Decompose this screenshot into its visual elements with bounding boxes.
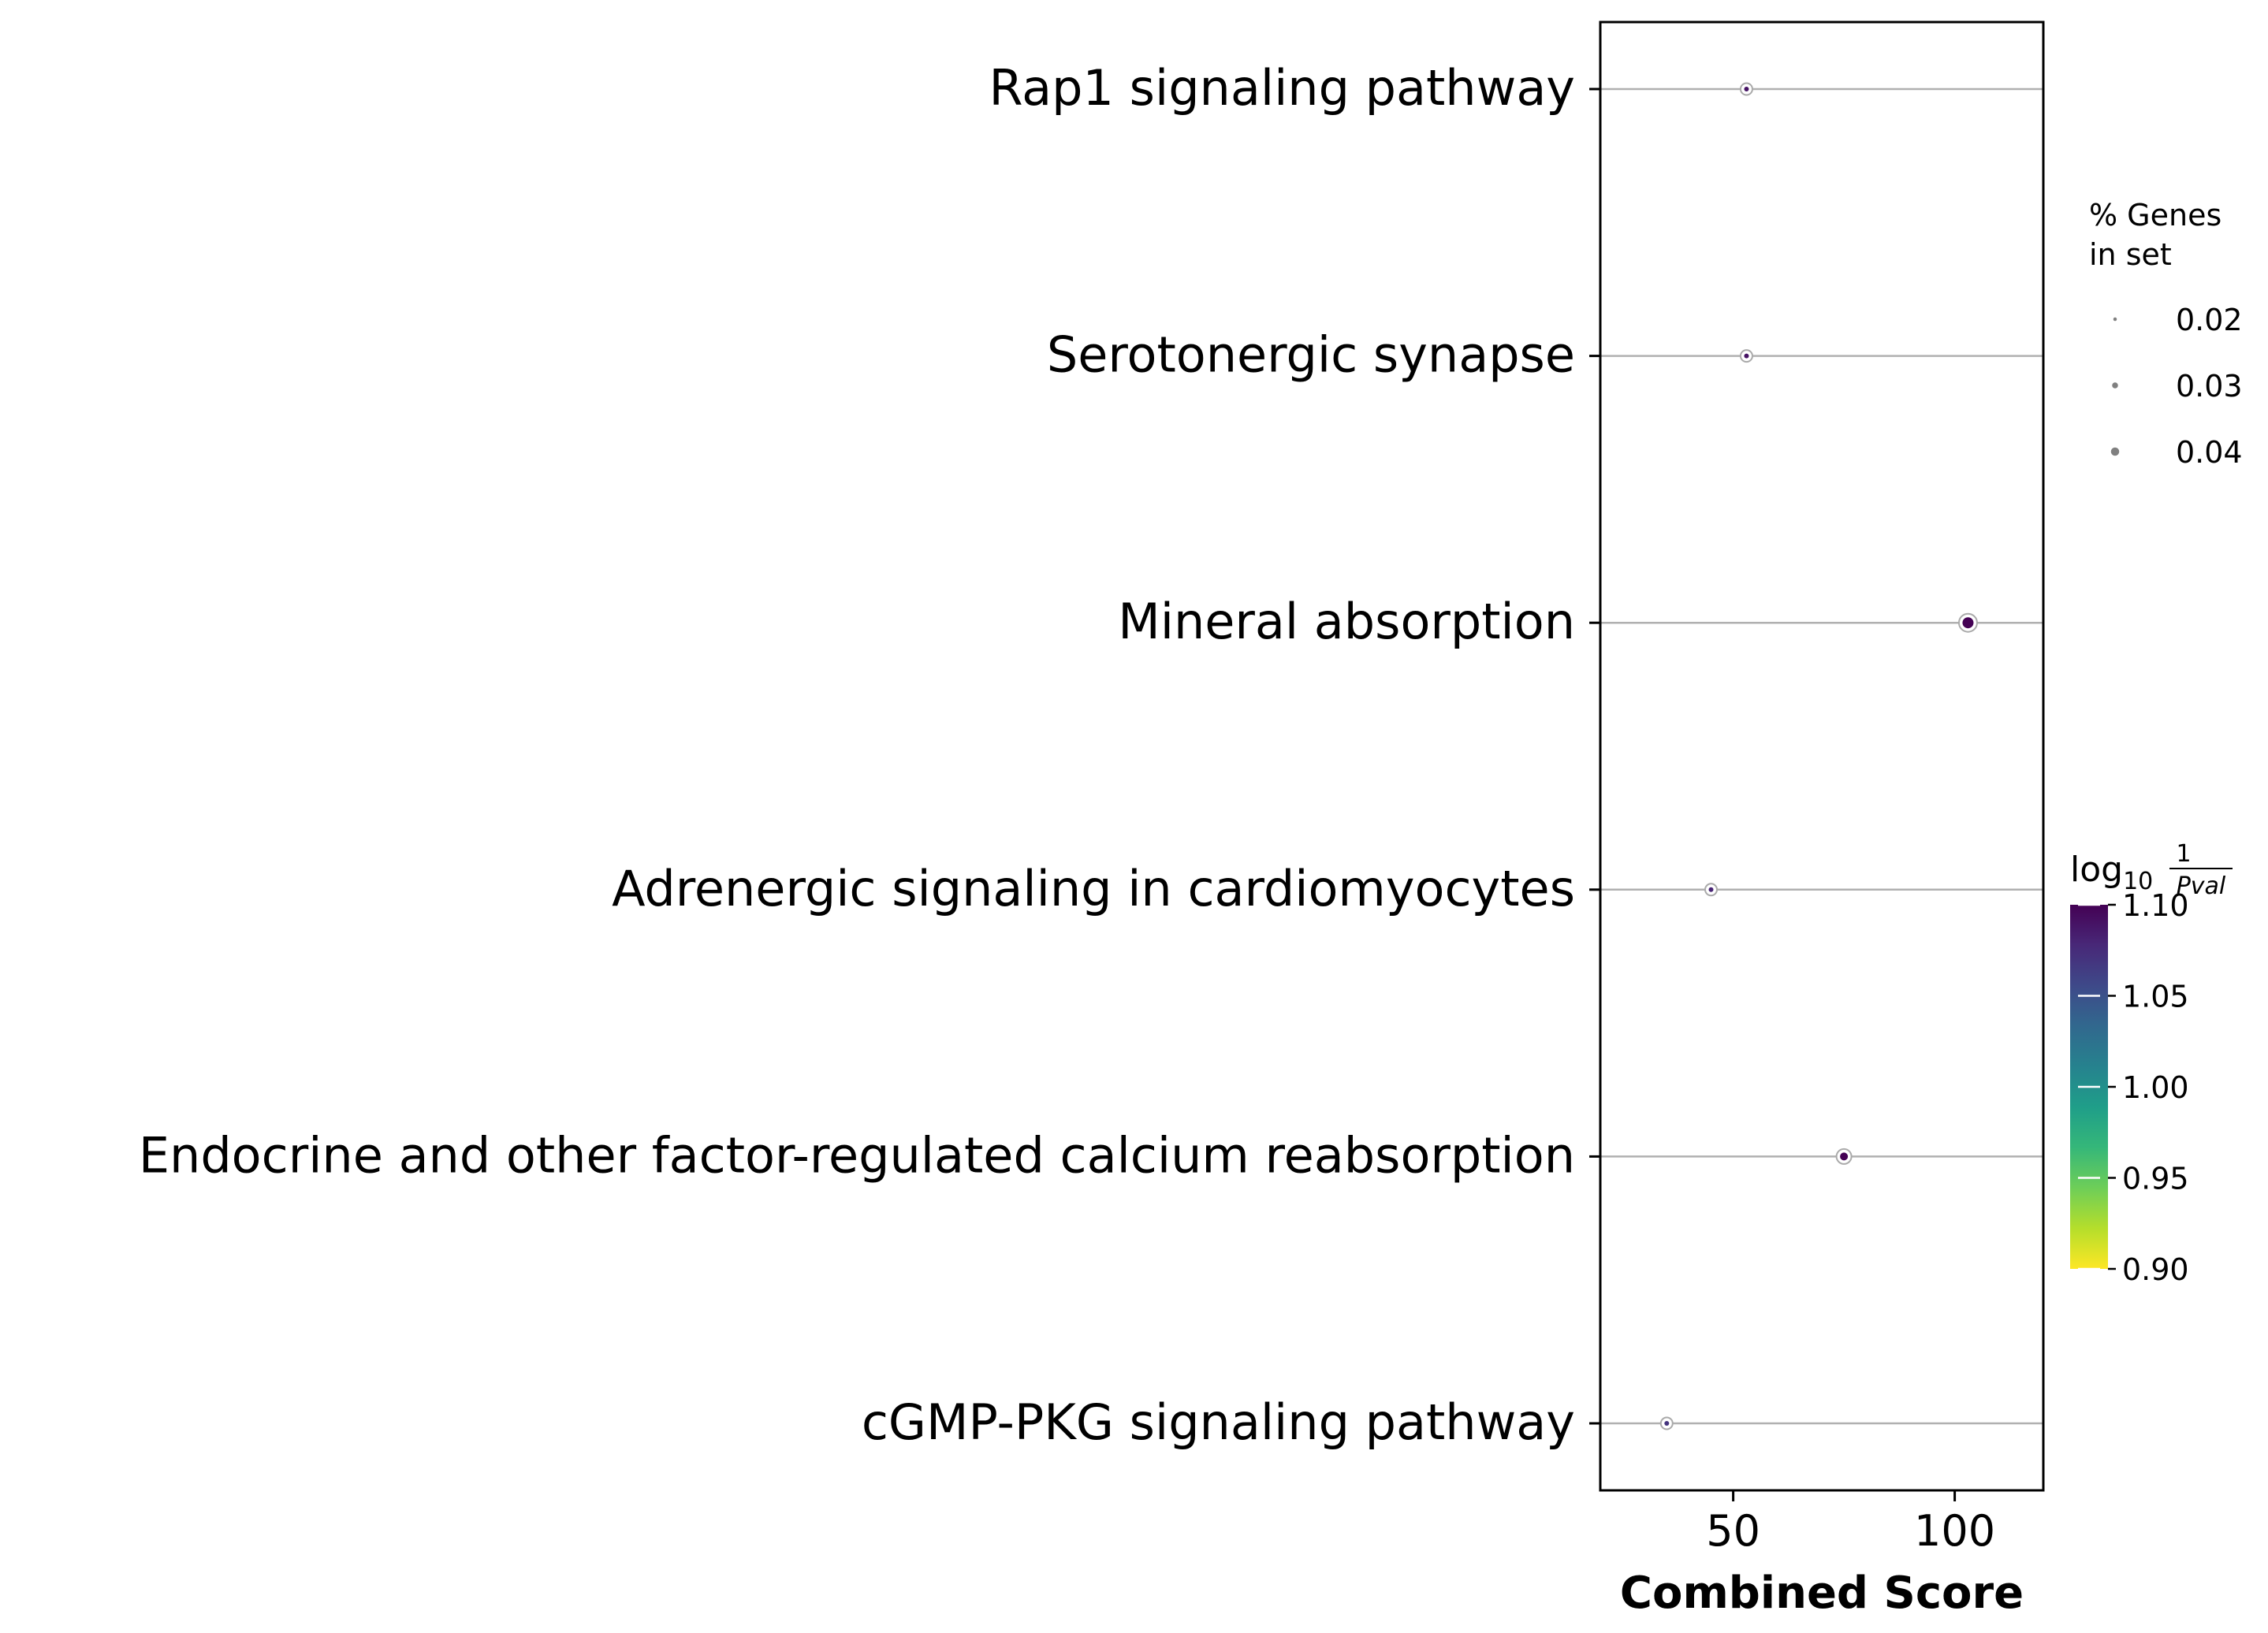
y-category-label: cGMP-PKG signaling pathway: [862, 1393, 1575, 1451]
colorbar-tick-label: 1.10: [2122, 888, 2189, 923]
colorbar-tick-label: 1.00: [2122, 1070, 2189, 1105]
colorbar-label: log10: [2070, 850, 2153, 895]
data-point: [1957, 612, 1978, 633]
size-legend: % Genes in set 0.02 0.03 0.04: [2089, 198, 2243, 470]
data-point: [1704, 883, 1718, 897]
y-category-label: Endocrine and other factor-regulated cal…: [139, 1126, 1575, 1184]
colorbar-ticks: 1.10 1.05 1.00 0.95 0.90: [2078, 888, 2189, 1287]
data-point: [1739, 82, 1753, 96]
x-tick-label: 50: [1706, 1506, 1760, 1556]
x-tick-label: 100: [1914, 1506, 1995, 1556]
size-legend-title-line-2: in set: [2089, 237, 2172, 272]
size-legend-title-line-1: % Genes: [2089, 198, 2221, 232]
y-category-label: Adrenergic signaling in cardiomyocytes: [612, 860, 1575, 917]
y-category-label: Serotonergic synapse: [1047, 326, 1575, 384]
colorbar-label-log: log: [2070, 850, 2123, 890]
colorbar-tick-label: 1.05: [2122, 980, 2189, 1014]
colorbar-label-numerator: 1: [2176, 840, 2191, 868]
x-axis-ticks: 50 100: [1706, 1490, 1995, 1556]
colorbar-label-subscript: 10: [2123, 868, 2153, 895]
grid-lines: [1589, 87, 2043, 1425]
size-legend-label: 0.04: [2176, 435, 2243, 470]
y-category-label: Mineral absorption: [1118, 593, 1575, 650]
size-legend-label: 0.03: [2176, 369, 2243, 404]
data-point: [1659, 1416, 1674, 1430]
colorbar-tick-label: 0.90: [2122, 1252, 2189, 1287]
plot-area-frame: [1599, 20, 2045, 1492]
data-points: [1659, 82, 1978, 1430]
size-legend-marker: [2113, 317, 2117, 322]
y-category-label: Rap1 signaling pathway: [989, 59, 1575, 117]
data-point: [1835, 1148, 1853, 1165]
colorbar-tick-label: 0.95: [2122, 1162, 2189, 1196]
size-legend-marker: [2110, 447, 2120, 456]
size-legend-label: 0.02: [2176, 303, 2243, 337]
data-point: [1739, 349, 1753, 363]
colorbar-label-denominator: Pval: [2177, 872, 2226, 900]
x-axis-label: Combined Score: [1620, 1568, 2024, 1619]
category-labels: Rap1 signaling pathway Serotonergic synap…: [139, 59, 1575, 1451]
colorbar: log10 1 Pval 1.10 1.05 1.00 0.95 0.90: [2070, 840, 2233, 1287]
size-legend-marker: [2112, 382, 2118, 389]
